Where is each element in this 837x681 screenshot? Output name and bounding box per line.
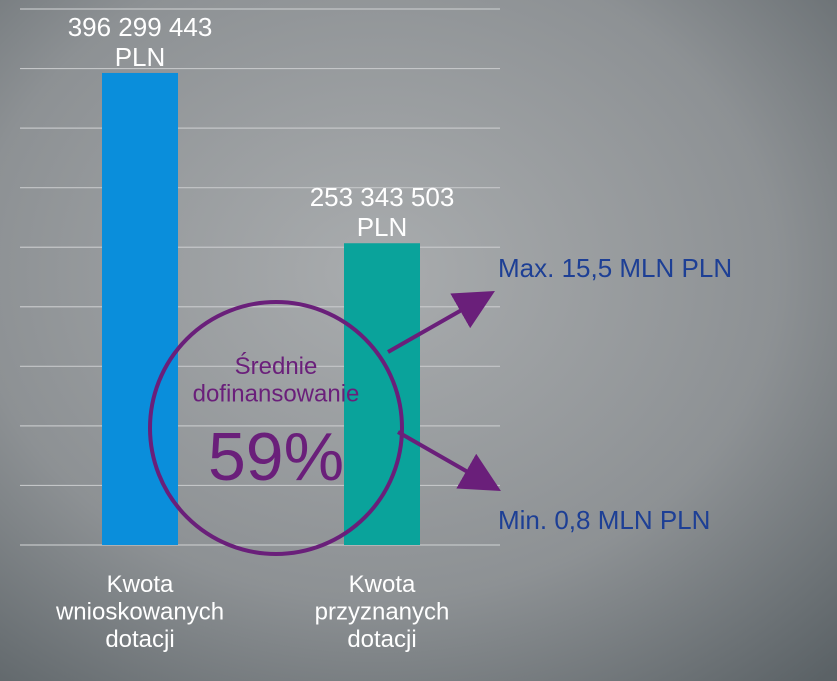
max-annotation: Max. 15,5 MLN PLN [498, 253, 732, 283]
bar [102, 73, 178, 545]
chart: 396 299 443PLNKwotawnioskowanychdotacji2… [0, 0, 837, 681]
circle-value: 59% [208, 419, 344, 495]
min-annotation: Min. 0,8 MLN PLN [498, 505, 710, 535]
page: 396 299 443PLNKwotawnioskowanychdotacji2… [0, 0, 837, 681]
